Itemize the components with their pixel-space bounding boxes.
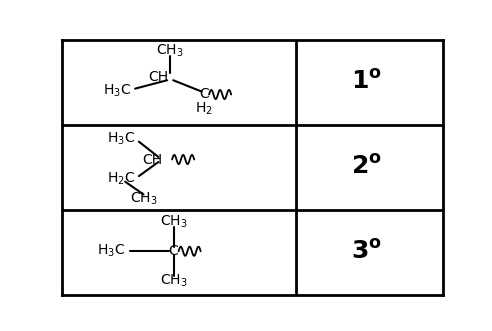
Text: H$_3$C: H$_3$C <box>107 131 135 147</box>
Text: H$_2$C: H$_2$C <box>107 170 135 187</box>
Text: CH: CH <box>142 153 162 166</box>
Text: H$_2$: H$_2$ <box>195 100 213 117</box>
Text: C: C <box>199 87 209 101</box>
Text: $\mathbf{2^o}$: $\mathbf{2^o}$ <box>351 155 382 179</box>
Text: CH$_3$: CH$_3$ <box>160 214 188 230</box>
Text: $\mathbf{3^o}$: $\mathbf{3^o}$ <box>351 240 382 264</box>
Text: C: C <box>168 244 178 258</box>
Text: H$_3$C: H$_3$C <box>97 243 125 260</box>
Text: CH$_3$: CH$_3$ <box>160 272 188 289</box>
Text: CH$_3$: CH$_3$ <box>130 191 157 207</box>
Text: $\mathbf{1^o}$: $\mathbf{1^o}$ <box>351 70 382 94</box>
Text: CH: CH <box>148 70 168 84</box>
Text: H$_3$C: H$_3$C <box>103 82 131 99</box>
Text: CH$_3$: CH$_3$ <box>156 43 184 59</box>
